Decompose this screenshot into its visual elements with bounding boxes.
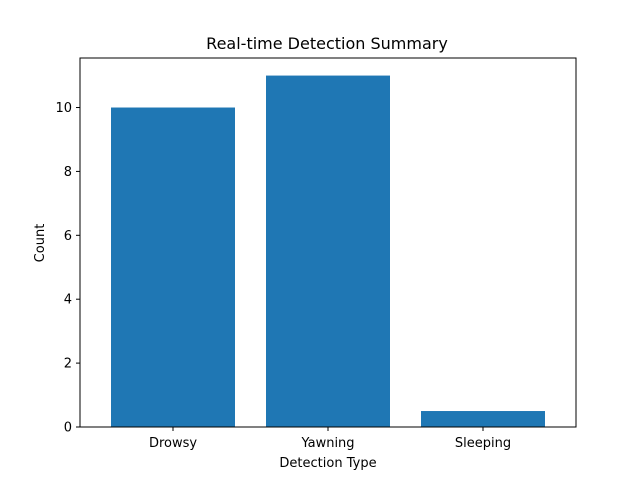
- chart-title: Real-time Detection Summary: [206, 34, 448, 53]
- y-tick-label: 2: [64, 357, 72, 372]
- y-axis-label: Count: [33, 224, 48, 263]
- x-ticks-group: Drowsy Yawning Sleeping: [149, 427, 511, 451]
- y-tick-label: 4: [64, 293, 72, 308]
- x-tick-label: Yawning: [300, 436, 354, 451]
- plot-frame: [79, 57, 577, 428]
- x-tick-label: Drowsy: [149, 436, 197, 451]
- x-tick-label: Sleeping: [455, 436, 511, 451]
- bars-group: [111, 75, 545, 428]
- bar-yawning: [266, 75, 390, 428]
- y-tick-label: 6: [64, 229, 72, 244]
- y-ticks-group: 0 2 4 6 8 10: [55, 101, 80, 436]
- bar-drowsy: [111, 107, 235, 428]
- y-tick-label: 0: [64, 421, 72, 436]
- x-axis-label: Detection Type: [279, 456, 376, 471]
- y-tick-label: 10: [55, 101, 72, 116]
- bar-sleeping: [421, 411, 545, 427]
- y-tick-label: 8: [64, 165, 72, 180]
